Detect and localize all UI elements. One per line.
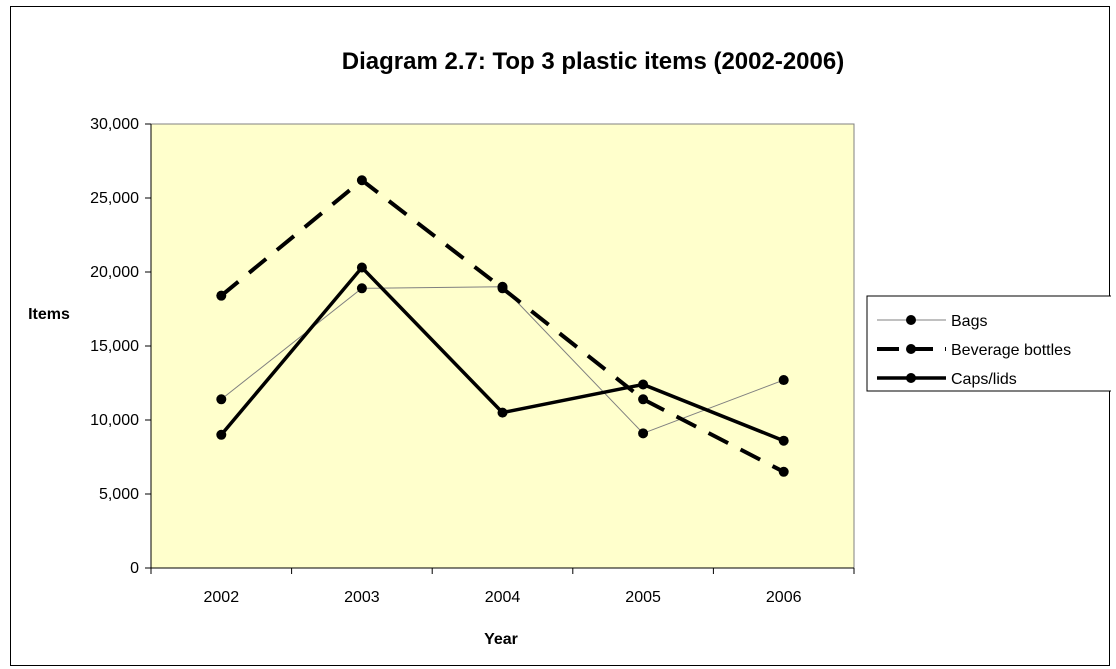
x-axis-title: Year bbox=[484, 631, 518, 648]
x-tick-label: 2002 bbox=[204, 589, 240, 606]
legend-label: Beverage bottles bbox=[951, 342, 1071, 359]
data-point-bags bbox=[356, 283, 367, 294]
data-point-beverage-bottles bbox=[356, 175, 367, 186]
series-caps-lids bbox=[216, 262, 789, 446]
y-axis-title: Items bbox=[28, 306, 70, 323]
x-tick-labels: 2002 2003 2004 2005 2006 bbox=[204, 589, 802, 606]
data-point-beverage-bottles bbox=[497, 283, 508, 294]
y-tick-labels: 0 5,000 10,000 15,000 20,000 25,000 30,000 bbox=[90, 116, 139, 577]
y-tick-label: 20,000 bbox=[90, 264, 139, 281]
data-point-beverage-bottles bbox=[638, 394, 649, 405]
legend-item-bags: Bags bbox=[877, 313, 987, 330]
y-tick-label: 30,000 bbox=[90, 116, 139, 133]
legend-marker bbox=[906, 373, 916, 383]
y-tick-label: 0 bbox=[130, 560, 139, 577]
y-tick-label: 10,000 bbox=[90, 412, 139, 429]
chart-frame: Diagram 2.7: Top 3 plastic items (2002-2… bbox=[10, 6, 1111, 666]
data-point-caps-lids bbox=[356, 262, 367, 273]
data-point-beverage-bottles bbox=[216, 290, 227, 301]
x-tick-label: 2005 bbox=[625, 589, 661, 606]
data-point-bags bbox=[778, 375, 789, 386]
data-point-caps-lids bbox=[497, 407, 508, 418]
legend-marker bbox=[906, 315, 916, 325]
plot-area bbox=[150, 123, 855, 569]
y-tick-label: 25,000 bbox=[90, 190, 139, 207]
series-line-beverage-bottles bbox=[220, 177, 785, 474]
data-point-caps-lids bbox=[778, 435, 789, 446]
legend-label: Bags bbox=[951, 313, 987, 330]
data-point-bags bbox=[638, 428, 649, 439]
data-point-beverage-bottles bbox=[778, 466, 789, 477]
x-tick-label: 2004 bbox=[485, 589, 521, 606]
x-tick-label: 2003 bbox=[344, 589, 380, 606]
legend: Bags Beverage bottles Caps/lids bbox=[866, 295, 1111, 392]
legend-label: Caps/lids bbox=[951, 371, 1017, 388]
legend-marker bbox=[906, 344, 916, 354]
y-tick-label: 5,000 bbox=[99, 486, 139, 503]
chart: Diagram 2.7: Top 3 plastic items (2002-2… bbox=[28, 48, 1111, 648]
chart-title: Diagram 2.7: Top 3 plastic items (2002-2… bbox=[342, 48, 844, 75]
series-beverage-bottles bbox=[216, 175, 789, 477]
x-tick-label: 2006 bbox=[766, 589, 802, 606]
data-point-caps-lids bbox=[216, 429, 227, 440]
data-point-caps-lids bbox=[638, 379, 649, 390]
series-layer bbox=[216, 175, 789, 477]
y-tick-label: 15,000 bbox=[90, 338, 139, 355]
legend-item-caps-lids: Caps/lids bbox=[877, 371, 1017, 388]
data-point-bags bbox=[216, 394, 227, 405]
legend-item-beverage-bottles: Beverage bottles bbox=[877, 342, 1071, 359]
axes bbox=[145, 123, 855, 574]
